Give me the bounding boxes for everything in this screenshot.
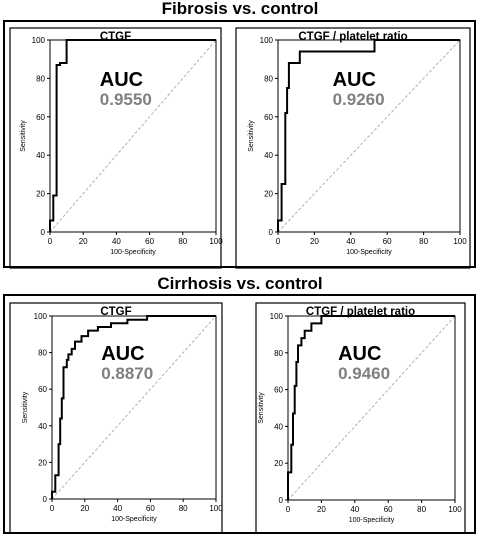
chart-4-y-tick-label: 100 (270, 312, 284, 321)
chart-2-x-tick-label: 20 (310, 237, 319, 246)
chart-1-panel-frame (9, 27, 222, 269)
chart-1-auc-value: 0.9550 (100, 90, 152, 109)
section-frame-fibrosis (3, 20, 476, 268)
chart-3-x-tick-label: 60 (146, 504, 155, 513)
chart-1-x-tick-label: 0 (48, 237, 53, 246)
chart-1-y-tick-label: 80 (36, 74, 45, 83)
chart-4-y-axis-label: Sensitivity (258, 392, 265, 424)
chart-3-plot-area (51, 315, 217, 500)
chart-4-roc-curve (287, 315, 455, 500)
chart-3-x-tick-label: 80 (179, 504, 188, 513)
chart-4-auc-value: 0.9460 (338, 364, 390, 383)
chart-3-y-tick-label: 0 (43, 495, 48, 504)
chart-4-y-tick-label: 0 (279, 496, 284, 505)
chart-4-x-tick-label: 60 (384, 505, 393, 514)
chart-2-x-tick-label: 0 (276, 237, 281, 246)
section-frame-cirrhosis (3, 294, 476, 534)
chart-4-x-axis-label: 100-Specificity (349, 517, 395, 524)
chart-2-x-tick-label: 80 (419, 237, 428, 246)
chart-2-x-axis-label: 100-Specificity (346, 249, 392, 256)
chart-4-x-tick-label: 40 (350, 505, 359, 514)
chart-3-x-axis-label: 100-Specificity (111, 516, 157, 523)
chart-4-x-tick-label: 100 (448, 505, 462, 514)
chart-1-reference-diagonal (49, 39, 217, 233)
chart-3-y-axis-label: Sensitivity (22, 391, 29, 423)
chart-3-auc-value: 0.8870 (101, 364, 153, 383)
chart-3-y-tick-label: 80 (38, 349, 47, 358)
chart-1-y-tick-label: 20 (36, 190, 45, 199)
chart-2-title: CTGF / platelet ratio (298, 31, 407, 43)
chart-4-y-tick-label: 20 (274, 459, 283, 468)
chart-4-reference-diagonal (287, 315, 456, 501)
chart-2-y-tick-label: 80 (264, 74, 273, 83)
chart-2-x-tick-label: 40 (346, 237, 355, 246)
chart-3-x-tick-label: 0 (50, 504, 55, 513)
chart-2-reference-diagonal (277, 39, 461, 233)
chart-3-panel-frame (9, 302, 223, 534)
chart-1-title: CTGF (100, 31, 131, 43)
chart-2-roc-curve (277, 39, 460, 232)
chart-2-y-tick-label: 40 (264, 151, 273, 160)
chart-1-x-tick-label: 80 (178, 237, 187, 246)
chart-2-plot-area (277, 39, 461, 233)
chart-1-x-axis-label: 100-Specificity (110, 249, 156, 256)
chart-3-x-tick-label: 20 (80, 504, 89, 513)
chart-3-x-tick-label: 40 (113, 504, 122, 513)
chart-2-y-tick-label: 60 (264, 113, 273, 122)
chart-4-x-tick-label: 20 (317, 505, 326, 514)
chart-1-y-axis-label: Sensitivity (20, 120, 27, 152)
chart-2-auc-label: AUC (333, 69, 376, 91)
chart-4-y-tick-label: 40 (274, 422, 283, 431)
section-title-cirrhosis: Cirrhosis vs. control (157, 274, 322, 293)
chart-1-x-tick-label: 100 (209, 237, 223, 246)
chart-1-x-tick-label: 40 (112, 237, 121, 246)
chart-2-x-tick-label: 100 (453, 237, 467, 246)
chart-4-y-tick-label: 60 (274, 386, 283, 395)
chart-1-auc-label: AUC (100, 69, 143, 91)
chart-2-auc-value: 0.9260 (333, 90, 385, 109)
chart-4-y-tick-label: 80 (274, 349, 283, 358)
chart-2-y-tick-label: 100 (260, 36, 274, 45)
chart-3-y-tick-label: 40 (38, 422, 47, 431)
chart-3-reference-diagonal (51, 315, 217, 500)
chart-4-x-tick-label: 0 (286, 505, 291, 514)
section-title-fibrosis: Fibrosis vs. control (162, 0, 319, 18)
chart-1-y-tick-label: 100 (32, 36, 46, 45)
chart-1-y-tick-label: 60 (36, 113, 45, 122)
chart-3-roc-curve (51, 315, 216, 499)
chart-2-x-tick-label: 60 (383, 237, 392, 246)
chart-2-y-tick-label: 20 (264, 190, 273, 199)
chart-1-x-tick-label: 20 (79, 237, 88, 246)
chart-2-y-axis-label: Sensitivity (248, 120, 255, 152)
chart-3-auc-label: AUC (101, 343, 144, 365)
chart-3-y-tick-label: 60 (38, 385, 47, 394)
chart-4-auc-label: AUC (338, 343, 381, 365)
chart-3-x-tick-label: 100 (209, 504, 223, 513)
chart-4-panel-frame (255, 302, 466, 534)
chart-1-x-tick-label: 60 (145, 237, 154, 246)
chart-1-y-tick-label: 0 (41, 228, 46, 237)
chart-3-y-tick-label: 20 (38, 458, 47, 467)
chart-2-y-tick-label: 0 (269, 228, 274, 237)
chart-3-title: CTGF (100, 306, 131, 318)
chart-4-x-tick-label: 80 (417, 505, 426, 514)
chart-2-panel-frame (235, 27, 471, 269)
chart-1-y-tick-label: 40 (36, 151, 45, 160)
chart-1-roc-curve (49, 39, 216, 232)
chart-3-y-tick-label: 100 (34, 312, 48, 321)
